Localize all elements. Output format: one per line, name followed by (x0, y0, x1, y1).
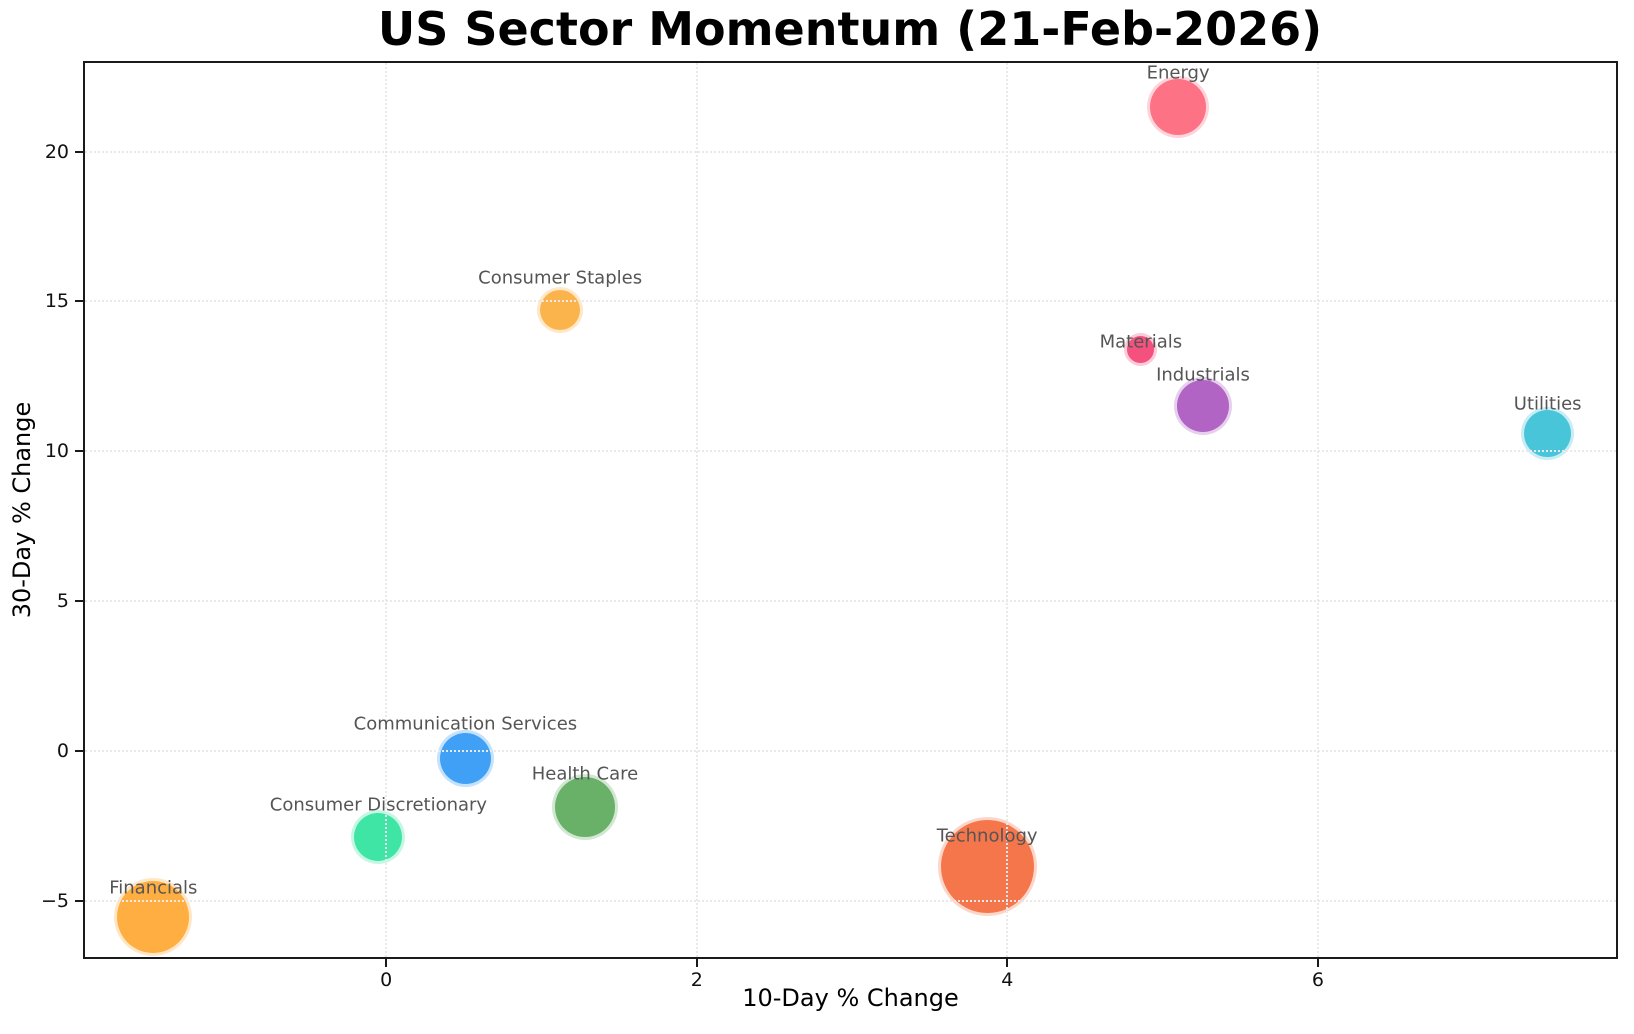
bubble-label-utilities: Utilities (1513, 393, 1582, 415)
chart-title: US Sector Momentum (21-Feb-2026) (377, 2, 1323, 56)
x-tick-label-0: 0 (380, 969, 393, 991)
gridline-y-20 (85, 150, 1616, 153)
y-tick-5 (75, 600, 83, 603)
y-tick-label-−5: −5 (40, 889, 69, 912)
gridline-y-10 (85, 450, 1616, 453)
bubble-label-technology: Technology (936, 825, 1038, 847)
y-tick-−5 (75, 899, 83, 902)
bubble-health-care (554, 776, 615, 837)
x-axis-label: 10-Day % Change (742, 984, 959, 1012)
bubble-financials (117, 881, 190, 954)
gridline-y-0 (85, 749, 1616, 752)
gridline-y-−5 (85, 899, 1616, 902)
plot-area: Energy Consumer Staples Materials Industria… (41, 61, 1618, 991)
y-tick-label-0: 0 (56, 739, 69, 762)
gridline-y-15 (85, 300, 1616, 303)
x-tick-label-4: 4 (1001, 969, 1014, 991)
bubble-label-communication-services: Communication Services (353, 713, 578, 735)
y-axis-label: 30-Day % Change (8, 401, 36, 619)
y-tick-20 (75, 150, 83, 153)
bubble-consumer-discretionary (354, 813, 403, 862)
x-tick-label-6: 6 (1311, 969, 1324, 991)
y-tick-0 (75, 749, 83, 752)
bubble-label-materials: Materials (1099, 331, 1183, 353)
bubble-label-energy: Energy (1146, 62, 1210, 84)
bubble-label-consumer-discretionary: Consumer Discretionary (269, 794, 488, 816)
bubble-label-health-care: Health Care (531, 763, 639, 785)
bubble-communication-services (439, 733, 491, 785)
x-tick-label-2: 2 (690, 969, 703, 991)
y-tick-15 (75, 300, 83, 303)
gridline-y-5 (85, 600, 1616, 603)
gridline-x-6 (1316, 63, 1319, 957)
bubble-materials (1127, 335, 1155, 363)
y-tick-label-20: 20 (44, 140, 69, 163)
bubble-industrials (1176, 380, 1229, 433)
bubble-label-financials: Financials (109, 877, 198, 899)
x-tick-0 (385, 959, 388, 967)
bubble-technology (940, 820, 1034, 914)
gridline-x-2 (695, 63, 698, 957)
bubble-utilities (1524, 409, 1572, 457)
y-tick-label-5: 5 (56, 590, 69, 613)
x-tick-6 (1316, 959, 1319, 967)
bubble-label-consumer-staples: Consumer Staples (478, 267, 643, 289)
bubble-label-industrials: Industrials (1156, 364, 1250, 386)
gridline-x-4 (1006, 63, 1009, 957)
y-tick-10 (75, 450, 83, 453)
x-tick-4 (1006, 959, 1009, 967)
y-tick-label-15: 15 (44, 290, 69, 313)
bubble-energy (1150, 78, 1207, 135)
y-tick-label-10: 10 (44, 440, 69, 463)
bubble-consumer-staples (540, 290, 581, 331)
x-tick-2 (695, 959, 698, 967)
